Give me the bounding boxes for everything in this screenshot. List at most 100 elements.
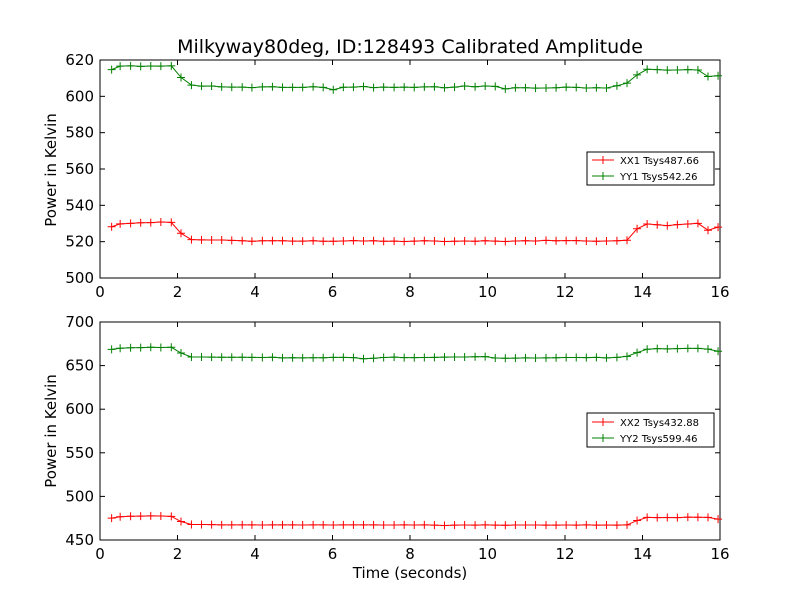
bottom-series-1-point xyxy=(703,345,712,354)
bottom-series-1-point xyxy=(390,353,399,362)
top-series-0-point xyxy=(339,236,348,245)
bottom-series-0-point xyxy=(450,521,459,530)
top-series-0-point xyxy=(673,220,682,229)
bottom-series-1-point xyxy=(167,343,176,352)
top-series-1-point xyxy=(390,83,399,92)
top-xtick-label: 0 xyxy=(95,283,105,301)
bottom-series-1-point xyxy=(460,352,469,361)
top-series-0-point xyxy=(319,237,328,246)
bottom-series-1-point xyxy=(379,353,388,362)
bottom-series-0-point xyxy=(207,520,216,529)
top-series-1-point xyxy=(440,83,449,92)
bottom-series-1-point xyxy=(420,353,429,362)
bottom-ylabel: Power in Kelvin xyxy=(42,374,60,488)
top-series-1-point xyxy=(592,83,601,92)
top-ytick-label: 540 xyxy=(65,196,94,214)
top-ytick-label: 580 xyxy=(65,124,94,142)
bottom-series-0-point xyxy=(187,520,196,529)
bottom-series-0-point xyxy=(714,515,723,524)
top-series-0-point xyxy=(176,229,185,238)
top-xtick-label: 4 xyxy=(250,283,260,301)
top-series-1-point xyxy=(227,83,236,92)
bottom-series-1-point xyxy=(511,354,520,363)
top-series-0-point xyxy=(430,236,439,245)
bottom-series-0-point xyxy=(653,513,662,522)
bottom-series-0-point xyxy=(146,511,155,520)
top-series-1-point xyxy=(156,62,165,71)
top-series-1-point xyxy=(359,82,368,91)
top-series-0-point xyxy=(440,237,449,246)
bottom-series-0-point xyxy=(410,521,419,530)
top-series-0-point xyxy=(531,236,540,245)
bottom-series-0-point xyxy=(136,512,145,521)
top-series-0-point xyxy=(683,220,692,229)
top-series-1-point xyxy=(116,62,125,71)
bottom-xtick-label: 16 xyxy=(710,545,729,563)
bottom-series-1-point xyxy=(187,352,196,361)
chart-title: Milkyway80deg, ID:128493 Calibrated Ampl… xyxy=(177,36,643,58)
top-series-1-point xyxy=(187,81,196,90)
bottom-series-0-point xyxy=(359,520,368,529)
top-series-1-point xyxy=(653,65,662,74)
top-series-1-point xyxy=(552,83,561,92)
bottom-series-0-point xyxy=(511,521,520,530)
bottom-series-1-point xyxy=(359,354,368,363)
top-series-0-point xyxy=(410,237,419,246)
top-panel: Power in Kelvin 0 2 4 6 8 10 12 14 16 500 520 540 56… xyxy=(42,51,730,301)
bottom-series-1-point xyxy=(612,353,621,362)
bottom-ytick-label: 450 xyxy=(65,531,94,549)
top-legend: XX1 Tsys487.66 YY1 Tsys542.26 xyxy=(586,151,715,186)
bottom-series-0-point xyxy=(552,521,561,530)
top-series-0-point xyxy=(460,236,469,245)
bottom-series-1-point xyxy=(663,344,672,353)
top-xtick-label: 2 xyxy=(173,283,183,301)
bottom-series-0-point xyxy=(460,521,469,530)
top-series-0-point xyxy=(653,220,662,229)
top-series-1-point xyxy=(247,83,256,92)
top-series-1-point xyxy=(623,79,631,88)
top-series-0-point xyxy=(197,235,206,244)
bottom-series-1-point xyxy=(288,353,297,362)
bottom-series-0-point xyxy=(319,520,328,529)
bottom-series-1-point xyxy=(491,354,500,363)
bottom-series-0-point xyxy=(126,512,135,521)
bottom-series-0-point xyxy=(156,512,165,521)
bottom-series-1-point xyxy=(653,344,662,353)
top-series-1-point xyxy=(278,83,287,92)
top-series-0-point xyxy=(562,236,571,245)
top-series-0-point xyxy=(582,236,591,245)
bottom-series-0-point xyxy=(562,521,571,530)
bottom-legend-label-yy2: YY2 Tsys599.46 xyxy=(619,434,698,445)
bottom-series-0-point xyxy=(703,513,712,522)
bottom-xtick-label: 10 xyxy=(478,545,497,563)
bottom-series-1-point xyxy=(683,344,692,353)
bottom-series-0-point xyxy=(309,520,318,529)
bottom-xtick-label: 4 xyxy=(250,545,260,563)
bottom-legend: XX2 Tsys432.88 YY2 Tsys599.46 xyxy=(586,412,715,448)
bottom-series-1-point xyxy=(107,345,116,354)
bottom-series-1-point xyxy=(146,343,155,352)
top-series-1-point xyxy=(501,84,510,93)
bottom-series-1-point xyxy=(298,353,307,362)
top-series-0-point xyxy=(592,237,601,246)
top-legend-label-xx1: XX1 Tsys487.66 xyxy=(620,156,699,167)
top-series-0-point xyxy=(643,220,652,229)
top-series-0-point xyxy=(552,236,561,245)
bottom-series-0-point xyxy=(288,520,297,529)
bottom-series-1-point xyxy=(440,353,449,362)
top-series-1-point xyxy=(673,65,682,74)
top-series-0-point xyxy=(572,236,581,245)
top-series-0-point xyxy=(187,235,196,244)
top-series-1-point xyxy=(349,83,358,92)
bottom-series-0-point xyxy=(471,521,480,530)
bottom-panel: Power in Kelvin 0 2 4 6 8 10 12 14 16 450 500 550 60… xyxy=(42,313,730,582)
bottom-series-1-point xyxy=(572,353,581,362)
bottom-series-1-point xyxy=(481,352,490,361)
top-legend-label-yy1: YY1 Tsys542.26 xyxy=(619,172,698,183)
bottom-series-0-point xyxy=(238,520,247,529)
bottom-series-1-point xyxy=(471,352,480,361)
top-series-1-point xyxy=(146,61,155,70)
top-plot-area: 0 2 4 6 8 10 12 14 16 500 520 540 560 580 600 620 xyxy=(65,51,729,301)
bottom-series-1-point xyxy=(542,353,551,362)
top-series-0-point xyxy=(247,237,256,246)
